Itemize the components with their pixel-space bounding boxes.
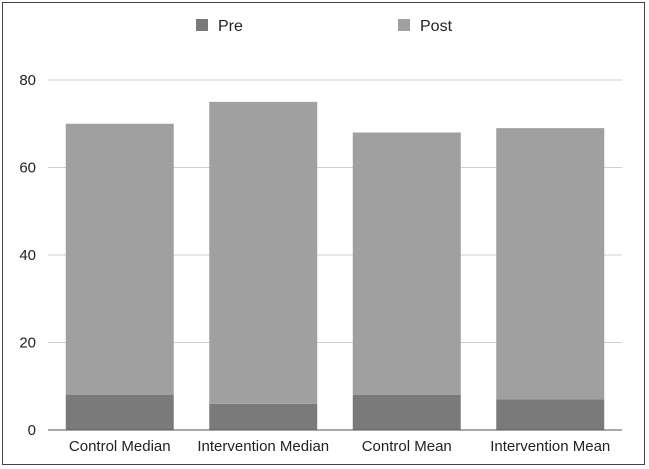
bar-post-segment — [352, 132, 461, 395]
x-category-label: Control Median — [69, 438, 171, 455]
legend-label-post: Post — [420, 18, 453, 35]
y-tick-label: 60 — [19, 160, 36, 177]
legend-label-pre: Pre — [218, 18, 243, 35]
bar-pre-segment — [65, 395, 174, 430]
x-category-label: Intervention Median — [197, 438, 329, 455]
legend-swatch-post — [398, 19, 410, 31]
bar-pre-segment — [496, 399, 605, 430]
bar-pre-segment — [209, 403, 318, 430]
bar-pre-segment — [352, 395, 461, 430]
y-tick-label: 40 — [19, 247, 36, 264]
legend: Pre Post — [196, 18, 453, 35]
x-axis: Control Median Intervention Median Control… — [48, 429, 622, 455]
x-category-label: Intervention Mean — [490, 438, 610, 455]
x-category-label: Control Mean — [362, 438, 452, 455]
legend-swatch-pre — [196, 19, 208, 31]
y-tick-label: 80 — [19, 72, 36, 89]
bar-post-segment — [496, 128, 605, 400]
y-tick-label: 20 — [19, 335, 36, 352]
bar-post-segment — [65, 123, 174, 395]
bar-post-segment — [209, 101, 318, 404]
bars — [65, 101, 605, 430]
y-tick-label: 0 — [28, 422, 36, 439]
y-axis: 0 20 40 60 80 — [19, 72, 36, 439]
